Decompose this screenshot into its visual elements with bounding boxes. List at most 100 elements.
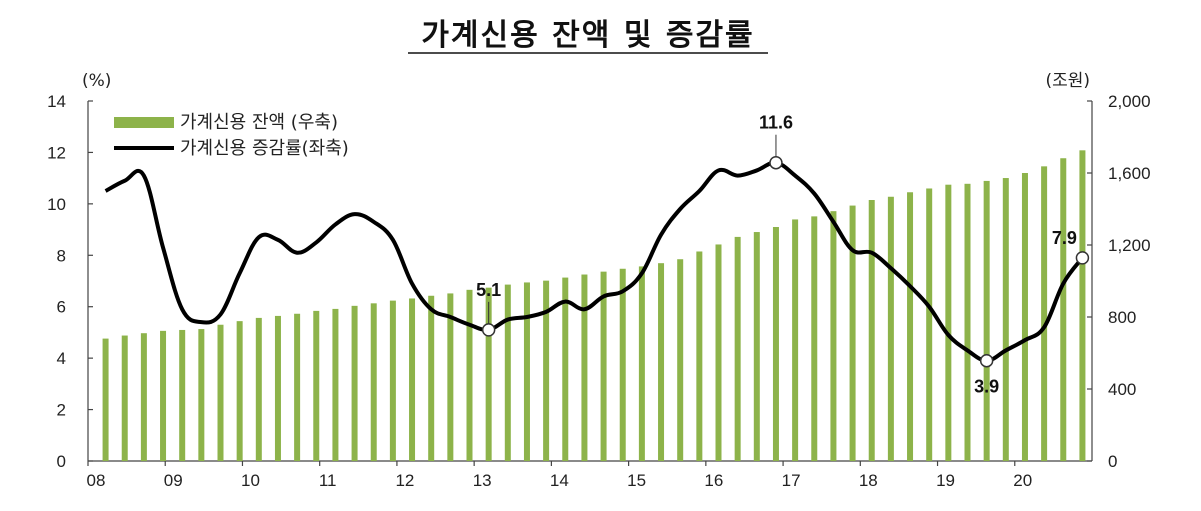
bar [102,338,109,461]
bar [868,200,875,461]
bar [523,282,530,461]
bar [638,266,645,461]
bar [734,236,741,461]
bar [600,271,607,461]
x-tick-label: 17 [782,471,801,490]
bar [983,180,990,462]
bar [504,284,511,461]
bar [255,317,262,461]
left-tick-label: 6 [57,298,66,317]
chart-title: 가계신용 잔액 및 증감률 [421,18,754,53]
bar [236,321,243,461]
right-axis-unit: (조원) [1045,71,1090,91]
bar [772,227,779,461]
bar [274,315,281,461]
right-tick-label: 1,200 [1108,236,1151,255]
bar [179,329,186,461]
bar [313,310,320,461]
line-series [104,160,1085,363]
x-tick-label: 19 [936,471,955,490]
x-axis: 08 09 10 11 12 13 14 15 16 17 18 19 20 [87,460,1092,490]
x-tick-label: 16 [704,471,723,490]
x-tick-label: 20 [1013,471,1032,490]
bar [332,308,339,461]
bar [964,183,971,462]
bar [696,251,703,461]
data-label: 11.6 [759,113,793,133]
bar [926,188,933,462]
bar [294,313,301,461]
data-label: 7.9 [1052,228,1077,248]
bar [1041,166,1048,461]
bar [677,259,684,461]
x-tick-label: 14 [550,471,569,490]
legend-bar-swatch [114,117,174,128]
x-tick-label: 12 [395,471,414,490]
bar [811,216,818,461]
bar [658,263,665,461]
data-labels: 5.1 11.6 3.9 7.9 [476,113,1090,397]
bar [409,298,416,461]
bar [198,329,205,461]
growth-rate-line [104,160,1085,363]
data-marker [979,353,994,368]
bar [428,295,435,461]
bar [217,324,224,461]
x-tick-label: 08 [87,471,106,490]
bar [543,280,550,461]
bar [945,184,952,461]
left-tick-label: 0 [57,452,66,471]
bar [140,333,147,461]
bar [562,277,569,461]
bar [1079,150,1086,461]
legend-line-label: 가계신용 증감률(좌축) [180,138,349,159]
left-axis: 0 2 4 6 8 10 12 14 [47,92,93,471]
bar [1060,158,1067,462]
left-tick-label: 14 [47,92,66,111]
x-tick-label: 13 [473,471,492,490]
bar [466,289,473,461]
bar [121,335,128,461]
x-tick-label: 09 [164,471,183,490]
right-tick-label: 1,600 [1108,164,1151,183]
bar [619,268,626,461]
left-tick-label: 8 [57,246,66,265]
bar [1021,173,1028,461]
bar [792,219,799,461]
bar [907,192,914,461]
bar [830,211,837,461]
bar [485,287,492,461]
data-marker [1075,251,1090,265]
left-axis-unit: (%) [82,71,111,91]
bar [447,293,454,461]
bar [160,330,167,461]
x-tick-label: 11 [319,471,337,490]
bar [753,232,760,461]
bar [370,303,377,461]
bar [351,305,358,461]
data-label: 3.9 [974,377,999,397]
right-tick-label: 800 [1108,308,1136,327]
legend: 가계신용 잔액 (우축) 가계신용 증감률(좌축) [114,112,349,159]
left-tick-label: 4 [57,349,66,368]
data-marker [481,323,496,337]
bar [715,244,722,461]
bar [1002,178,1009,462]
left-tick-label: 10 [47,195,66,214]
bar [887,196,894,461]
data-label: 5.1 [476,280,501,300]
legend-bar-label: 가계신용 잔액 (우축) [180,112,338,133]
x-tick-label: 10 [241,471,260,490]
x-tick-label: 18 [859,471,878,490]
bar [849,205,856,461]
left-tick-label: 2 [57,401,66,420]
x-tick-label: 15 [627,471,646,490]
right-tick-label: 0 [1108,452,1117,471]
data-marker [769,155,783,170]
right-tick-label: 2,000 [1108,92,1151,111]
left-tick-label: 12 [47,143,66,162]
bar-series [102,150,1086,462]
right-axis: 0 400 800 1,200 1,600 2,000 [1087,92,1151,471]
right-tick-label: 400 [1108,380,1136,399]
